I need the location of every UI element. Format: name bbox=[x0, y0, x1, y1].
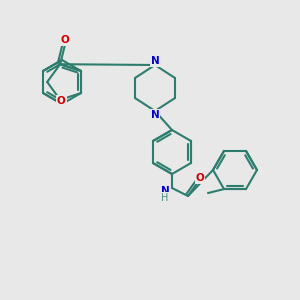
Text: O: O bbox=[196, 173, 204, 183]
Text: N: N bbox=[151, 110, 159, 120]
Text: H: H bbox=[161, 193, 169, 203]
Text: O: O bbox=[61, 35, 70, 45]
Text: N: N bbox=[160, 186, 169, 196]
Text: O: O bbox=[57, 96, 65, 106]
Text: N: N bbox=[151, 56, 159, 66]
